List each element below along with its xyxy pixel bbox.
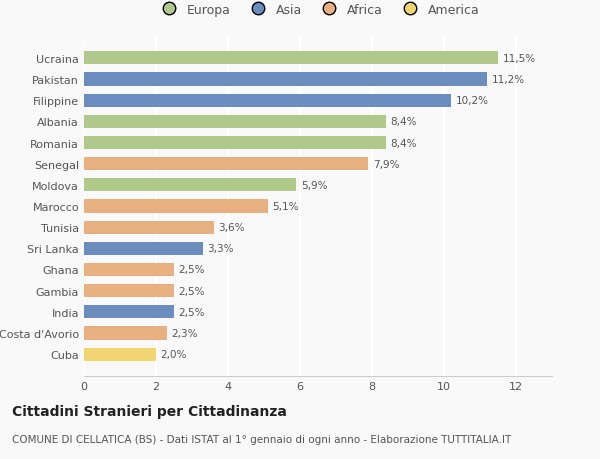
Legend: Europa, Asia, Africa, America: Europa, Asia, Africa, America [152,0,484,22]
Text: 2,3%: 2,3% [171,328,197,338]
Text: 5,1%: 5,1% [272,202,298,212]
Bar [84,95,451,107]
Text: Cittadini Stranieri per Cittadinanza: Cittadini Stranieri per Cittadinanza [12,404,287,418]
Text: 3,3%: 3,3% [207,244,233,254]
Text: 2,5%: 2,5% [178,286,205,296]
Text: 2,5%: 2,5% [178,307,205,317]
Bar [84,285,174,297]
Bar [84,263,174,276]
Text: 8,4%: 8,4% [391,117,417,127]
Bar [84,200,268,213]
Bar [84,158,368,171]
Text: 2,0%: 2,0% [160,349,187,359]
Bar [84,52,498,65]
Bar [84,137,386,150]
Bar [84,73,487,86]
Text: 3,6%: 3,6% [218,223,244,233]
Text: 11,2%: 11,2% [491,75,524,85]
Text: 10,2%: 10,2% [455,96,488,106]
Bar [84,179,296,192]
Bar [84,327,167,340]
Text: 5,9%: 5,9% [301,180,327,190]
Bar [84,221,214,234]
Text: 2,5%: 2,5% [178,265,205,275]
Bar [84,242,203,255]
Text: 8,4%: 8,4% [391,138,417,148]
Text: COMUNE DI CELLATICA (BS) - Dati ISTAT al 1° gennaio di ogni anno - Elaborazione : COMUNE DI CELLATICA (BS) - Dati ISTAT al… [12,434,511,444]
Text: 11,5%: 11,5% [502,54,535,64]
Text: 7,9%: 7,9% [373,159,399,169]
Bar [84,306,174,319]
Bar [84,116,386,129]
Bar [84,348,156,361]
